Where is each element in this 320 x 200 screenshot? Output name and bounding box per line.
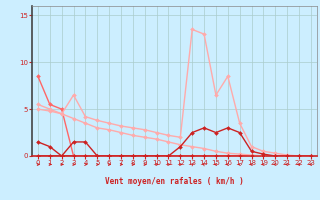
X-axis label: Vent moyen/en rafales ( km/h ): Vent moyen/en rafales ( km/h ) xyxy=(105,177,244,186)
